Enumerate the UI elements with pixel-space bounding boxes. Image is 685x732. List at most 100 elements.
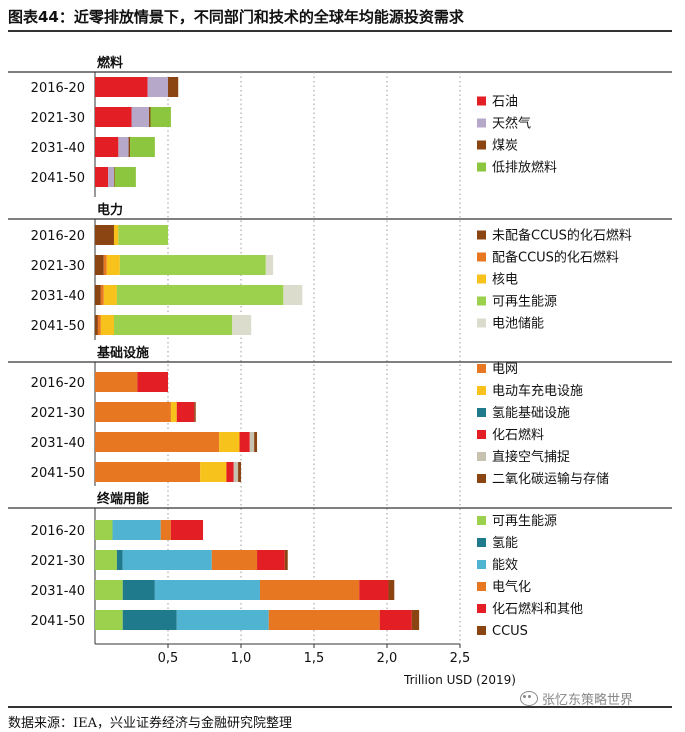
legend-swatch [477, 626, 486, 635]
bar-segment [128, 137, 131, 157]
category-label: 2021-30 [31, 259, 85, 274]
bar-segment [95, 167, 109, 187]
category-label: 2041-50 [31, 614, 85, 629]
legend-swatch [477, 538, 486, 547]
bar-segment [359, 580, 389, 600]
legend-label: 石油 [492, 95, 518, 110]
bar-segment [232, 315, 252, 335]
bar-segment [113, 225, 119, 245]
bar-segment [95, 372, 138, 392]
legend-label: 天然气 [492, 116, 531, 132]
bar-segment [116, 550, 123, 570]
bar-segment [116, 285, 284, 305]
bar-segment [97, 315, 101, 335]
bar-segment [95, 137, 119, 157]
category-label: 2021-30 [31, 554, 85, 569]
bar-segment [219, 432, 240, 452]
x-axis-label: Trillion USD (2019) [403, 673, 516, 687]
panel-title: 电力 [97, 202, 123, 218]
bar-segment [147, 77, 168, 97]
legend-label: 氢能基础设施 [492, 406, 570, 421]
bar-segment [95, 285, 101, 305]
legend-label: 二氧化碳运输与存储 [492, 471, 609, 487]
bar-segment [95, 550, 117, 570]
source-note: 数据来源：IEA，兴业证券经济与金融研究院整理 [8, 716, 293, 731]
bar-segment [170, 520, 204, 540]
bar-segment [130, 137, 155, 157]
bar-segment [108, 167, 114, 187]
bar-segment [103, 285, 117, 305]
legend-label: 化石燃料和其他 [492, 601, 583, 617]
bar-segment [238, 462, 241, 482]
panel-title: 终端用能 [97, 491, 149, 507]
bar-segment [118, 225, 168, 245]
category-label: 2016-20 [31, 229, 85, 244]
title-divider [8, 30, 672, 32]
legend-swatch [477, 296, 486, 306]
x-tick-label: 1,5 [304, 651, 325, 666]
bar-segment [137, 372, 168, 392]
bar-segment [95, 77, 148, 97]
category-label: 2016-20 [31, 376, 85, 391]
wechat-icon [520, 691, 538, 706]
x-tick-label: 0,5 [158, 651, 179, 666]
bar-segment [100, 285, 104, 305]
bar-segment [95, 610, 123, 630]
footer-divider [8, 706, 672, 708]
bar-segment [154, 580, 260, 600]
bar-segment [106, 255, 120, 275]
legend-label: 可再生能源 [492, 295, 557, 310]
watermark: 张忆东策略世界 [520, 689, 633, 708]
bar-segment [95, 107, 132, 127]
bar-segment [122, 580, 155, 600]
watermark-text: 张忆东策略世界 [542, 693, 634, 708]
legend-swatch [477, 452, 486, 461]
legend-swatch [477, 386, 486, 395]
bar-segment [122, 550, 212, 570]
category-label: 2016-20 [31, 81, 85, 96]
bar-segment [411, 610, 420, 630]
panel-title: 燃料 [97, 55, 123, 71]
category-label: 2016-20 [31, 524, 85, 539]
bar-segment [118, 137, 129, 157]
legend-label: 能效 [492, 558, 518, 573]
legend-swatch [477, 582, 486, 591]
bar-segment [113, 167, 115, 187]
legend-swatch [477, 560, 486, 569]
category-label: 2021-30 [31, 406, 85, 421]
bar-segment [119, 255, 266, 275]
legend-swatch [477, 364, 486, 373]
legend-label: 电网 [492, 362, 518, 377]
bar-segment [249, 432, 255, 452]
legend-label: 核电 [492, 273, 518, 288]
legend-label: 低排放燃料 [492, 160, 557, 176]
chart-title: 图表44：近零排放情景下，不同部门和技术的全球年均能源投资需求 [8, 8, 464, 26]
bar-segment [283, 285, 303, 305]
category-label: 2031-40 [31, 436, 85, 451]
bar-segment [257, 550, 285, 570]
legend-swatch [477, 96, 486, 106]
legend-swatch [477, 230, 486, 240]
bar-segment [150, 107, 171, 127]
bar-segment [211, 550, 258, 570]
x-tick-label: 2,5 [450, 651, 471, 666]
legend-swatch [477, 604, 486, 613]
legend-swatch [477, 474, 486, 483]
bar-segment [95, 255, 104, 275]
bar-segment [176, 402, 195, 422]
bar-segment [160, 520, 171, 540]
bar-segment [226, 462, 234, 482]
bar-segment [168, 77, 179, 97]
bar-segment [200, 462, 227, 482]
panel-title: 基础设施 [96, 345, 149, 361]
x-tick-label: 1,0 [231, 651, 252, 666]
category-label: 2041-50 [31, 171, 85, 186]
legend-swatch [477, 162, 486, 172]
bar-segment [170, 402, 177, 422]
bar-segment [254, 432, 258, 452]
bar-segment [379, 610, 412, 630]
bar-segment [388, 580, 395, 600]
legend-label: 煤炭 [492, 139, 518, 154]
category-label: 2031-40 [31, 584, 85, 599]
